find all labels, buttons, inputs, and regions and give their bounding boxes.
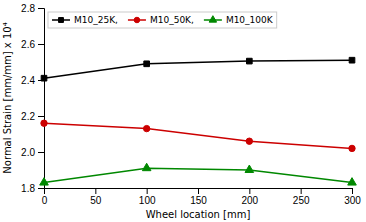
x-axis-tick-label: 250: [293, 195, 310, 206]
y-axis-tick: 2.2: [21, 111, 44, 122]
x-axis-tick-label: 300: [344, 195, 361, 206]
legend-item: M10_25K,: [52, 15, 118, 25]
legend-marker: [209, 16, 216, 22]
y-axis-line: [38, 9, 45, 189]
series-line: [44, 60, 352, 78]
point-marker: [246, 138, 252, 144]
y-axis-tick-label: 2.0: [21, 147, 35, 158]
x-axis-tick-label: 100: [139, 195, 156, 206]
y-axis-tick-mark: [38, 188, 44, 189]
x-axis: 0 50 100 150 200 250 300: [42, 188, 362, 206]
y-axis-tick-mark: [38, 44, 44, 45]
x-axis-tick-label: 0: [42, 195, 48, 206]
x-axis-tick: 200: [241, 188, 258, 206]
point-marker: [41, 120, 47, 126]
series-line: [44, 168, 352, 182]
legend-label: M10_100K: [226, 15, 274, 25]
x-axis-tick: 250: [293, 188, 310, 206]
point-marker: [348, 178, 357, 185]
legend-marker: [59, 18, 64, 23]
x-axis-tick-mark: [352, 188, 353, 194]
x-axis-tick-label: 50: [90, 195, 102, 206]
y-axis-tick-label: 2.6: [21, 39, 35, 50]
x-axis-tick-label: 150: [190, 195, 207, 206]
legend-item: M10_50K,: [128, 15, 194, 25]
series: [41, 57, 355, 81]
y-axis: 1.8 2.0 2.2 2.4 2.6 2.8: [21, 3, 44, 194]
y-axis-title: Normal Strain [mm/mm] x 10⁴: [2, 22, 13, 173]
x-axis-title: Wheel location [mm]: [146, 209, 251, 220]
y-axis-tick: 2.6: [21, 39, 44, 50]
point-marker: [41, 75, 47, 81]
x-axis-tick: 100: [139, 188, 156, 206]
x-axis-tick: 150: [190, 188, 207, 206]
x-axis-tick: 300: [344, 188, 361, 206]
x-axis-tick-label: 200: [241, 195, 258, 206]
y-axis-tick-mark: [38, 8, 44, 9]
legend-label: M10_50K,: [150, 15, 194, 25]
x-axis-tick: 50: [90, 188, 102, 206]
x-axis-line: [45, 189, 353, 195]
legend-box: [48, 12, 277, 28]
legend-item: M10_100K: [204, 15, 274, 25]
point-marker: [144, 61, 150, 67]
x-axis-tick-mark: [147, 188, 148, 194]
point-marker: [143, 125, 149, 131]
point-marker: [245, 165, 254, 172]
y-axis-tick-label: 2.4: [21, 75, 35, 86]
point-marker: [40, 178, 49, 185]
y-axis-tick-mark: [38, 152, 44, 153]
x-axis-tick-mark: [301, 188, 302, 194]
y-axis-tick-label: 2.2: [21, 111, 35, 122]
y-axis-tick-label: 1.8: [21, 183, 35, 194]
point-marker: [142, 163, 151, 170]
x-axis-tick-mark: [198, 188, 199, 194]
y-axis-tick-label: 2.8: [21, 3, 35, 14]
point-marker: [247, 58, 253, 64]
y-axis-tick-mark: [38, 116, 44, 117]
legend: M10_25K, M10_50K, M10_100K: [48, 12, 277, 28]
y-axis-tick: 2.0: [21, 147, 44, 158]
x-axis-tick: 0: [42, 188, 48, 206]
legend-label: M10_25K,: [74, 15, 118, 25]
series: [41, 120, 355, 152]
point-marker: [349, 57, 355, 63]
marks: [40, 57, 357, 185]
point-marker: [349, 145, 355, 151]
chart: 0 50 100 150 200 250 300 1.8 2.0 2.2 2.4 2.6 2.8 M10_…: [0, 0, 366, 222]
series: [40, 163, 357, 185]
y-axis-tick: 2.8: [21, 3, 44, 14]
plot: 0 50 100 150 200 250 300 1.8 2.0 2.2 2.4 2.6 2.8 M10_…: [21, 3, 361, 206]
y-axis-tick: 2.4: [21, 75, 44, 86]
x-axis-tick-mark: [249, 188, 250, 194]
x-axis-tick-mark: [95, 188, 96, 194]
series-line: [44, 123, 352, 148]
legend-marker: [134, 17, 140, 23]
